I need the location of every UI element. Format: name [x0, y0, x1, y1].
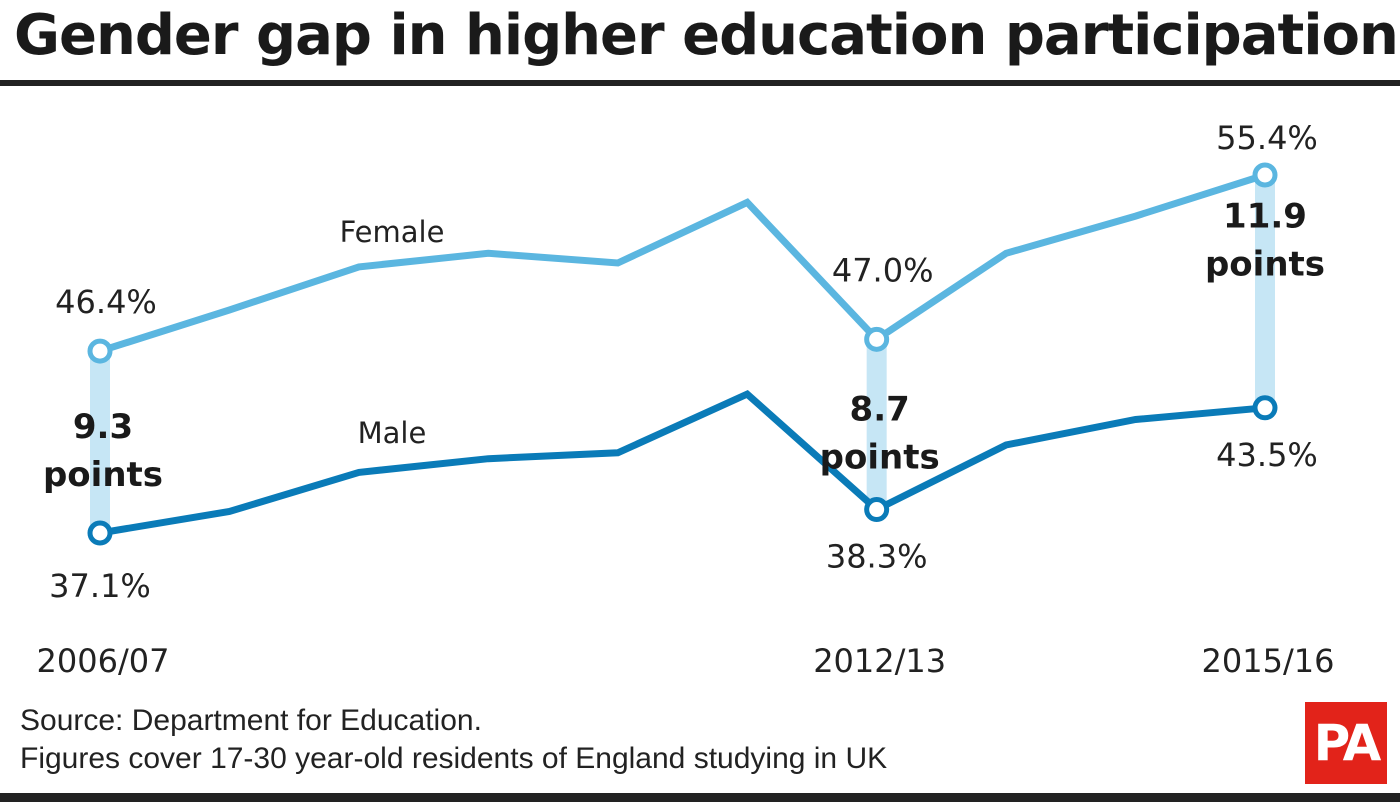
male-point-marker: [864, 497, 890, 523]
gap-bar: [1255, 175, 1275, 408]
female-series-label: Female: [340, 215, 445, 249]
coverage-note: Figures cover 17-30 year-old residents o…: [20, 742, 888, 775]
male-point-marker: [87, 520, 113, 546]
source-note: Source: Department for Education. Figure…: [20, 702, 887, 778]
female-data-label: 47.0%: [832, 251, 934, 289]
line-chart: Female Male 46.4% 47.0% 55.4% 37.1% 38.3% 43.5%…: [37, 119, 1335, 680]
female-series-line: [98, 171, 1267, 355]
female-point-marker: [87, 338, 113, 364]
gap-value-label: 11.9: [1223, 196, 1307, 236]
x-tick-label: 2006/07: [37, 642, 170, 680]
male-point-marker: [1252, 395, 1278, 421]
female-point-marker: [1252, 162, 1278, 188]
male-data-label: 37.1%: [49, 567, 151, 605]
female-data-label: 46.4%: [55, 283, 157, 321]
male-series-line: [99, 389, 1266, 537]
male-data-label: 38.3%: [826, 538, 928, 576]
x-tick-label: 2012/13: [813, 642, 946, 680]
gap-value-label: 8.7: [850, 389, 910, 429]
gap-unit-label: points: [43, 455, 163, 495]
pa-logo: PA: [1305, 702, 1387, 784]
x-tick-label: 2015/16: [1202, 642, 1335, 680]
top-rule: [0, 80, 1400, 86]
gap-unit-label: points: [820, 437, 940, 477]
gap-bar: [866, 339, 887, 510]
gap-unit-label: points: [1205, 244, 1325, 284]
male-series-label: Male: [358, 416, 427, 450]
female-data-label: 55.4%: [1216, 119, 1318, 157]
gap-value-label: 9.3: [73, 407, 133, 447]
bottom-rule: [0, 793, 1400, 802]
source-line: Source: Department for Education.: [20, 704, 482, 737]
chart-title: Gender gap in higher education participa…: [14, 3, 1399, 68]
gap-bar: [90, 351, 110, 533]
male-data-label: 43.5%: [1216, 436, 1318, 474]
female-point-marker: [864, 326, 890, 352]
